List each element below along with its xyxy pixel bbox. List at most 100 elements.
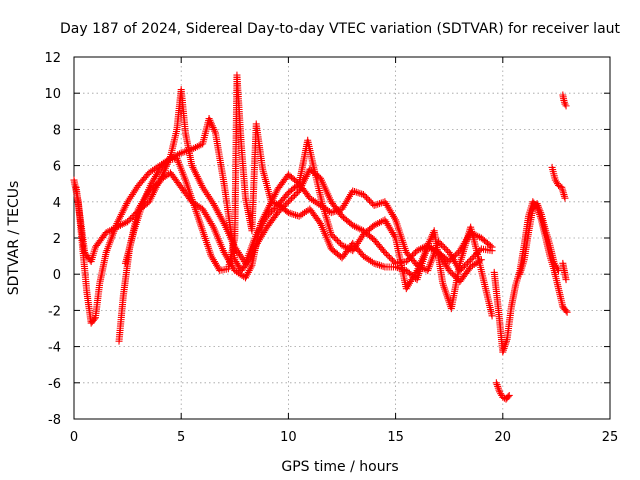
data-point-marker bbox=[468, 254, 476, 262]
y-tick-label: 8 bbox=[53, 123, 61, 138]
y-tick-label: -2 bbox=[48, 304, 61, 319]
data-point-marker bbox=[366, 197, 374, 205]
data-point-marker bbox=[377, 262, 385, 270]
data-point-marker bbox=[361, 192, 369, 200]
data-point-marker bbox=[315, 218, 323, 226]
y-tick-label: 0 bbox=[53, 268, 61, 283]
data-point-marker bbox=[275, 207, 283, 215]
data-series-track-8 bbox=[548, 163, 569, 202]
data-point-marker bbox=[127, 215, 135, 223]
data-marks bbox=[70, 71, 571, 403]
data-series-track-6 bbox=[492, 379, 513, 403]
axis-ticks: 0 5 10 15 20 25 -8 -6 -4 -2 0 2 4 6 8 10 12 bbox=[44, 51, 618, 445]
x-tick-label: 20 bbox=[495, 430, 512, 445]
x-tick-label: 10 bbox=[280, 430, 297, 445]
y-tick-label: 2 bbox=[53, 232, 61, 247]
data-point-marker bbox=[389, 256, 397, 264]
data-point-marker bbox=[439, 242, 447, 250]
data-point-marker bbox=[124, 218, 132, 226]
data-point-marker bbox=[286, 209, 294, 217]
grid-lines bbox=[74, 57, 610, 419]
data-point-marker bbox=[335, 238, 343, 246]
data-point-marker bbox=[290, 210, 298, 218]
data-point-marker bbox=[445, 267, 453, 275]
data-point-marker bbox=[561, 194, 569, 202]
data-point-marker bbox=[453, 250, 461, 258]
data-point-marker bbox=[562, 102, 570, 110]
data-series-track-1 bbox=[70, 115, 496, 327]
data-point-marker bbox=[387, 255, 395, 263]
data-point-marker bbox=[163, 158, 171, 166]
x-tick-label: 15 bbox=[387, 430, 404, 445]
data-point-marker bbox=[333, 237, 341, 245]
data-point-marker bbox=[372, 260, 380, 268]
data-point-marker bbox=[268, 208, 276, 216]
data-point-marker bbox=[359, 191, 367, 199]
data-point-marker bbox=[327, 230, 335, 238]
data-point-marker bbox=[390, 258, 398, 266]
data-point-marker bbox=[364, 195, 372, 203]
data-point-marker bbox=[128, 213, 136, 221]
data-point-marker bbox=[385, 253, 393, 261]
y-tick-label: -6 bbox=[48, 377, 61, 392]
y-axis-label: SDTVAR / TECUs bbox=[6, 181, 22, 296]
data-point-marker bbox=[382, 250, 390, 258]
x-tick-label: 25 bbox=[602, 430, 619, 445]
data-point-marker bbox=[286, 196, 294, 204]
data-point-marker bbox=[381, 248, 389, 256]
y-tick-label: -8 bbox=[48, 413, 61, 428]
data-point-marker bbox=[467, 256, 475, 264]
data-point-marker bbox=[442, 245, 450, 253]
data-point-marker bbox=[267, 198, 275, 206]
data-point-marker bbox=[332, 235, 340, 243]
data-point-marker bbox=[562, 307, 570, 315]
chart-title: Day 187 of 2024, Sidereal Day-to-day VTE… bbox=[60, 21, 621, 37]
data-point-marker bbox=[376, 261, 384, 269]
data-series-track-10 bbox=[559, 259, 570, 284]
data-point-marker bbox=[274, 209, 282, 217]
data-point-marker bbox=[289, 193, 297, 201]
data-point-marker bbox=[90, 315, 98, 323]
y-tick-label: 4 bbox=[53, 196, 61, 211]
data-point-marker bbox=[130, 212, 138, 220]
data-point-marker bbox=[376, 200, 384, 208]
data-point-marker bbox=[287, 195, 295, 203]
data-point-marker bbox=[293, 212, 301, 220]
data-point-marker bbox=[283, 199, 291, 207]
data-point-marker bbox=[379, 262, 387, 270]
data-point-marker bbox=[363, 194, 371, 202]
y-tick-label: 6 bbox=[53, 160, 61, 175]
data-point-marker bbox=[370, 201, 378, 209]
x-tick-label: 5 bbox=[177, 430, 185, 445]
data-point-marker bbox=[330, 233, 338, 241]
data-point-marker bbox=[562, 276, 570, 284]
data-point-marker bbox=[384, 252, 392, 260]
data-point-marker bbox=[438, 241, 446, 249]
data-point-marker bbox=[272, 200, 280, 208]
x-axis-label: GPS time / hours bbox=[281, 459, 398, 475]
data-series-track-4 bbox=[121, 71, 496, 320]
data-point-marker bbox=[284, 198, 292, 206]
data-point-marker bbox=[329, 232, 337, 240]
data-point-marker bbox=[269, 199, 277, 207]
data-series-track-7 bbox=[516, 200, 563, 278]
y-tick-label: 12 bbox=[44, 51, 61, 66]
data-point-marker bbox=[563, 308, 571, 316]
data-point-marker bbox=[125, 216, 133, 224]
data-point-marker bbox=[465, 257, 473, 265]
x-tick-label: 0 bbox=[70, 430, 78, 445]
data-point-marker bbox=[487, 242, 495, 250]
data-point-marker bbox=[464, 259, 472, 267]
data-point-marker bbox=[504, 393, 512, 401]
data-point-marker bbox=[292, 190, 300, 198]
data-point-marker bbox=[269, 206, 277, 214]
data-series-track-9 bbox=[559, 91, 570, 110]
data-point-marker bbox=[450, 271, 458, 279]
y-tick-label: -4 bbox=[48, 341, 61, 356]
data-point-marker bbox=[367, 198, 375, 206]
data-point-marker bbox=[441, 244, 449, 252]
data-point-marker bbox=[488, 247, 496, 255]
data-point-marker bbox=[271, 199, 279, 207]
data-point-marker bbox=[505, 391, 513, 399]
data-point-marker bbox=[561, 100, 569, 108]
